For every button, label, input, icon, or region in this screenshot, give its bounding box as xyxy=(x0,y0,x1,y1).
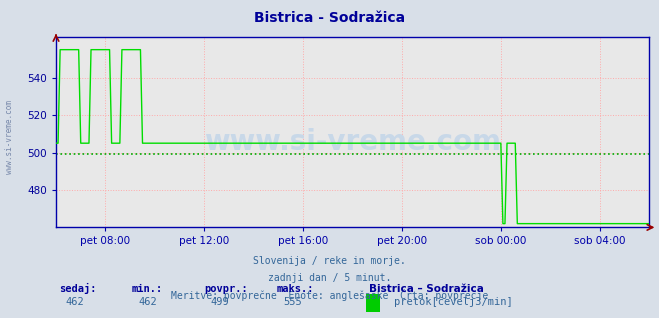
Text: www.si-vreme.com: www.si-vreme.com xyxy=(5,100,14,174)
Text: sedaj:: sedaj: xyxy=(59,283,97,294)
Text: maks.:: maks.: xyxy=(277,284,314,294)
Text: www.si-vreme.com: www.si-vreme.com xyxy=(204,128,501,156)
Text: Meritve: povprečne  Enote: anglešaške  Črta: povprečje: Meritve: povprečne Enote: anglešaške Črt… xyxy=(171,289,488,301)
Text: 499: 499 xyxy=(211,297,229,307)
Text: min.:: min.: xyxy=(132,284,163,294)
Text: 462: 462 xyxy=(138,297,157,307)
Text: zadnji dan / 5 minut.: zadnji dan / 5 minut. xyxy=(268,273,391,282)
Text: 555: 555 xyxy=(283,297,302,307)
Text: pretok[čevelj3/min]: pretok[čevelj3/min] xyxy=(394,296,513,307)
Text: Slovenija / reke in morje.: Slovenija / reke in morje. xyxy=(253,256,406,266)
Text: 462: 462 xyxy=(66,297,84,307)
Text: povpr.:: povpr.: xyxy=(204,284,248,294)
Text: Bistrica - Sodražica: Bistrica - Sodražica xyxy=(254,11,405,25)
Text: Bistrica – Sodražica: Bistrica – Sodražica xyxy=(369,284,484,294)
